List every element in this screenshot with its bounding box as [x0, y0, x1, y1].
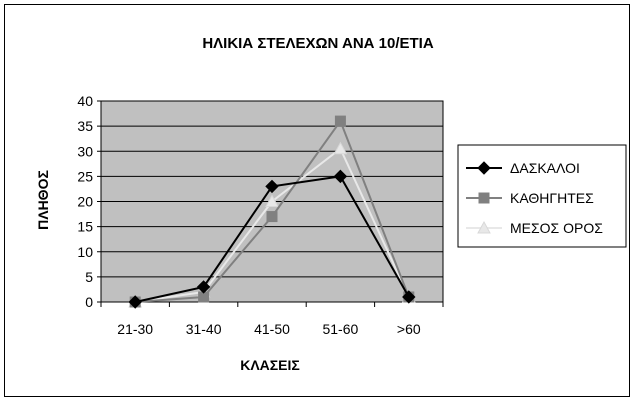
- x-axis-title: ΚΛΑΣΕΙΣ: [240, 357, 300, 373]
- series-layer: [128, 115, 416, 309]
- legend-label: ΚΑΘΗΓΗΤΕΣ: [510, 190, 594, 206]
- y-tick-label: 30: [77, 143, 93, 159]
- x-tick-label: 31-40: [186, 321, 222, 337]
- data-point-diamond: [477, 161, 491, 175]
- data-point-triangle: [265, 194, 279, 207]
- y-tick-label: 0: [85, 294, 93, 310]
- chart-title: ΗΛΙΚΙΑ ΣΤΕΛΕΧΩΝ ΑΝΑ 10/ΕΤΙΑ: [202, 35, 434, 52]
- x-tick-label: 41-50: [254, 321, 290, 337]
- data-point-diamond: [196, 280, 211, 294]
- data-point-square: [266, 211, 278, 223]
- y-tick-label: 40: [77, 93, 93, 109]
- data-point-diamond: [333, 169, 348, 184]
- x-tick-label: >60: [397, 321, 421, 337]
- y-axis-title: ΠΛΗΘΟΣ: [35, 170, 51, 230]
- y-tick-label: 35: [77, 118, 93, 134]
- legend-item: ΚΑΘΗΓΗΤΕΣ: [466, 190, 594, 206]
- legend: ΔΑΣΚΑΛΟΙ ΚΑΘΗΓΗΤΕΣ ΜΕΣΟΣ ΟΡΟΣ: [457, 144, 627, 248]
- x-tick-label: 51-60: [322, 321, 358, 337]
- legend-label: ΔΑΣΚΑΛΟΙ: [510, 160, 580, 176]
- gridlines: [101, 100, 443, 303]
- series-diamond: [128, 169, 416, 309]
- y-axis-ticks: 0 5 10 15 20 25 30 35 40: [77, 93, 101, 310]
- data-point-triangle: [477, 220, 491, 234]
- y-tick-label: 15: [77, 219, 93, 235]
- data-point-diamond: [265, 179, 279, 194]
- data-point-square: [478, 192, 490, 204]
- x-tick-label: 21-30: [117, 321, 153, 337]
- data-point-square: [334, 115, 346, 127]
- y-tick-label: 10: [77, 244, 93, 260]
- legend-item: ΔΑΣΚΑΛΟΙ: [466, 160, 580, 176]
- data-point-diamond: [402, 290, 416, 304]
- data-point-diamond: [128, 295, 142, 309]
- y-tick-label: 20: [77, 194, 93, 210]
- legend-label: ΜΕΣΟΣ ΟΡΟΣ: [510, 220, 603, 236]
- y-tick-label: 5: [85, 269, 93, 285]
- y-tick-label: 25: [77, 168, 93, 184]
- data-point-triangle: [333, 141, 348, 155]
- x-axis-ticks: 21-30 31-40 41-50 51-60 >60: [100, 302, 444, 337]
- legend-item: ΜΕΣΟΣ ΟΡΟΣ: [466, 220, 603, 236]
